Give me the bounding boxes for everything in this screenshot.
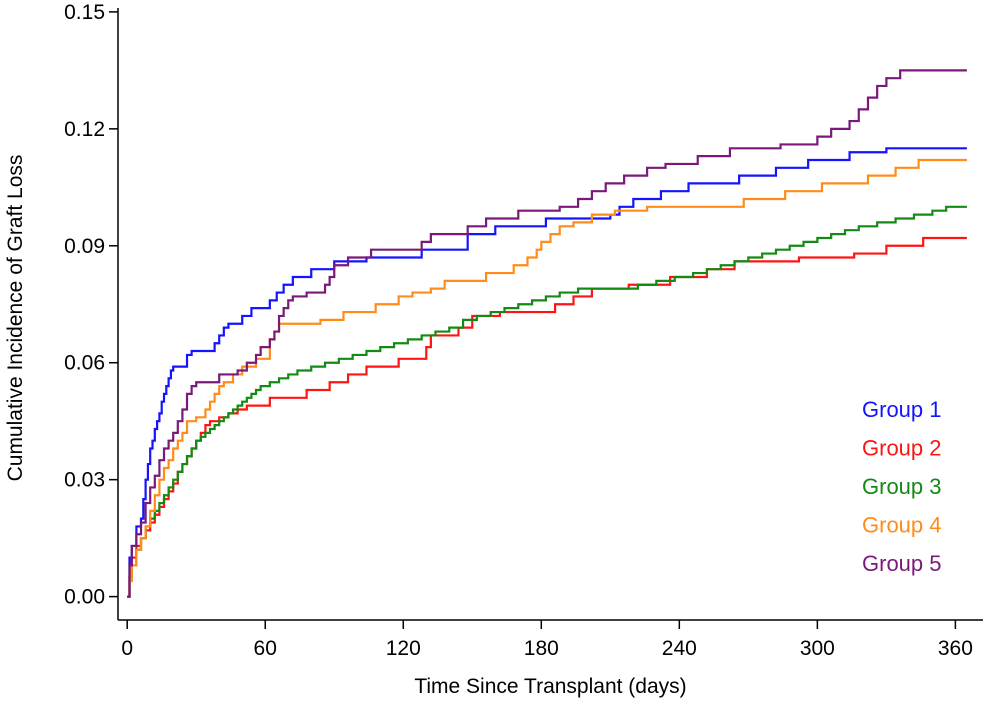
x-tick-label: 240 xyxy=(662,637,697,660)
x-tick-label: 120 xyxy=(386,637,421,660)
x-tick-label: 60 xyxy=(254,637,277,660)
series-line-group-5 xyxy=(127,69,967,598)
series-layer xyxy=(127,69,967,598)
series-line-group-1 xyxy=(127,147,967,598)
legend-entry-group-4: Group 4 xyxy=(862,513,942,538)
series-line-group-2 xyxy=(127,236,967,598)
y-tick-label: 0.15 xyxy=(64,1,105,24)
y-ticks: 0.00 0.03 0.06 0.09 0.12 0.15 xyxy=(64,1,118,609)
legend-entry-group-5: Group 5 xyxy=(862,551,942,576)
y-tick-label: 0.00 xyxy=(64,586,105,609)
axes-layer: 0 60 120 180 240 300 360 0.000.030.060.090.120… xyxy=(64,1,983,660)
x-tick-label: 180 xyxy=(524,637,559,660)
y-tick-label: 0.03 xyxy=(64,469,105,492)
legend: Group 1 Group 2 Group 3 Group 4 Group 5 xyxy=(862,397,942,576)
x-ticks: 0 60 120 180 240 300 360 xyxy=(121,620,973,660)
x-tick-label: 300 xyxy=(800,637,835,660)
legend-entry-group-2: Group 2 xyxy=(862,436,942,461)
x-tick-label: 0 xyxy=(121,637,133,660)
x-axis-title: Time Since Transplant (days) xyxy=(414,675,686,698)
y-tick-label: 0.09 xyxy=(64,235,105,258)
legend-entry-group-3: Group 3 xyxy=(862,474,942,499)
y-tick-label: 0.06 xyxy=(64,352,105,375)
y-axis-title: Cumulative Incidence of Graft Loss xyxy=(4,155,27,482)
legend-entry-group-1: Group 1 xyxy=(862,397,942,422)
x-tick-label: 360 xyxy=(938,637,973,660)
series-line-group-3 xyxy=(127,205,967,598)
y-tick-label: 0.12 xyxy=(64,118,105,141)
